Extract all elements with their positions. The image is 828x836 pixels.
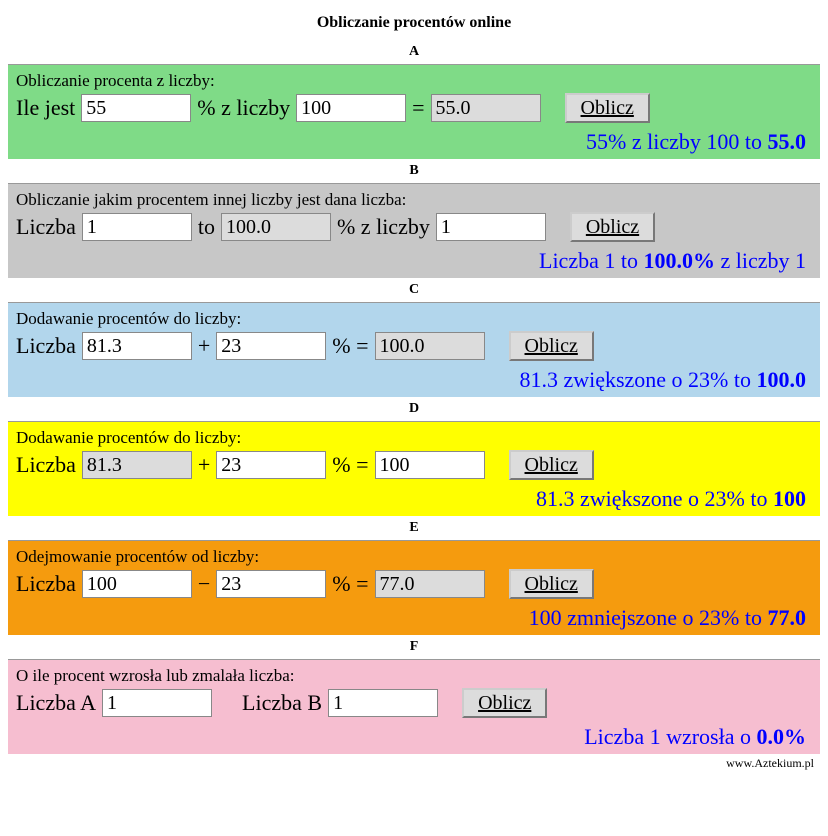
result-b: Liczba 1 to 100.0% z liczby 1 <box>16 248 812 274</box>
output-b <box>221 213 331 241</box>
output-c <box>375 332 485 360</box>
output-a <box>431 94 541 122</box>
input-c-percent[interactable] <box>216 332 326 360</box>
pct-eq-d: % = <box>332 452 368 478</box>
result-a-bold: 55.0 <box>768 129 807 154</box>
input-d-number <box>82 451 192 479</box>
panel-c-row: Liczba + % = Oblicz <box>16 331 812 361</box>
panel-a: Obliczanie procenta z liczby: Ile jest %… <box>8 64 820 159</box>
panel-e-row: Liczba − % = Oblicz <box>16 569 812 599</box>
input-f-a[interactable] <box>102 689 212 717</box>
panel-e: Odejmowanie procentów od liczby: Liczba … <box>8 540 820 635</box>
calc-button-b[interactable]: Oblicz <box>570 212 655 242</box>
result-a-text: 55% z liczby 100 to <box>586 129 767 154</box>
label-ile-jest: Ile jest <box>16 95 75 121</box>
section-letter-e: E <box>8 520 820 536</box>
result-f-bold: 0.0% <box>757 724 807 749</box>
calc-button-c[interactable]: Oblicz <box>509 331 594 361</box>
section-letter-c: C <box>8 282 820 298</box>
input-e-number[interactable] <box>82 570 192 598</box>
result-e-bold: 77.0 <box>768 605 807 630</box>
panel-b-desc: Obliczanie jakim procentem innej liczby … <box>16 190 812 210</box>
input-e-percent[interactable] <box>216 570 326 598</box>
result-d: 81.3 zwiększone o 23% to 100 <box>16 486 812 512</box>
calc-button-a[interactable]: Oblicz <box>565 93 650 123</box>
section-letter-b: B <box>8 163 820 179</box>
plus-sign-c: + <box>198 333 210 359</box>
result-c-bold: 100.0 <box>757 367 807 392</box>
calc-button-e[interactable]: Oblicz <box>509 569 594 599</box>
panel-d-desc: Dodawanie procentów do liczby: <box>16 428 812 448</box>
input-c-number[interactable] <box>82 332 192 360</box>
panel-f: O ile procent wzrosła lub zmalała liczba… <box>8 659 820 754</box>
result-e-text: 100 zmniejszone o 23% to <box>529 605 768 630</box>
input-d-percent[interactable] <box>216 451 326 479</box>
label-liczba-a: Liczba A <box>16 690 96 716</box>
pct-eq-e: % = <box>332 571 368 597</box>
output-e <box>375 570 485 598</box>
result-b-post: z liczby 1 <box>715 248 806 273</box>
section-letter-d: D <box>8 401 820 417</box>
section-letter-a: A <box>8 44 820 60</box>
result-f-text: Liczba 1 wzrosła o <box>584 724 756 749</box>
panel-d: Dodawanie procentów do liczby: Liczba + … <box>8 421 820 516</box>
panel-b: Obliczanie jakim procentem innej liczby … <box>8 183 820 278</box>
result-e: 100 zmniejszone o 23% to 77.0 <box>16 605 812 631</box>
equals-sign: = <box>412 95 424 121</box>
result-c: 81.3 zwiększone o 23% to 100.0 <box>16 367 812 393</box>
panel-d-row: Liczba + % = Oblicz <box>16 450 812 480</box>
label-liczba-c: Liczba <box>16 333 76 359</box>
section-letter-f: F <box>8 639 820 655</box>
input-f-b[interactable] <box>328 689 438 717</box>
panel-e-desc: Odejmowanie procentów od liczby: <box>16 547 812 567</box>
panel-a-desc: Obliczanie procenta z liczby: <box>16 71 812 91</box>
plus-sign-d: + <box>198 452 210 478</box>
result-a: 55% z liczby 100 to 55.0 <box>16 129 812 155</box>
label-liczba-b: Liczba B <box>242 690 322 716</box>
label-pct-z-liczby: % z liczby <box>337 214 430 240</box>
label-liczba-d: Liczba <box>16 452 76 478</box>
calc-button-d[interactable]: Oblicz <box>509 450 594 480</box>
result-b-bold: 100.0% <box>643 248 715 273</box>
panel-c: Dodawanie procentów do liczby: Liczba + … <box>8 302 820 397</box>
page-title: Obliczanie procentów online <box>8 14 820 32</box>
label-liczba-e: Liczba <box>16 571 76 597</box>
input-a-number[interactable] <box>296 94 406 122</box>
input-a-percent[interactable] <box>81 94 191 122</box>
label-z-liczby: % z liczby <box>197 95 290 121</box>
input-b-second[interactable] <box>436 213 546 241</box>
result-d-bold: 100 <box>773 486 806 511</box>
result-b-text: Liczba 1 to <box>539 248 643 273</box>
result-c-text: 81.3 zwiększone o 23% to <box>519 367 756 392</box>
panel-f-row: Liczba A Liczba B Oblicz <box>16 688 812 718</box>
result-d-text: 81.3 zwiększone o 23% to <box>536 486 773 511</box>
label-to: to <box>198 214 215 240</box>
calc-button-f[interactable]: Oblicz <box>462 688 547 718</box>
label-liczba-b1: Liczba <box>16 214 76 240</box>
panel-f-desc: O ile procent wzrosła lub zmalała liczba… <box>16 666 812 686</box>
panel-b-row: Liczba to % z liczby Oblicz <box>16 212 812 242</box>
panel-a-row: Ile jest % z liczby = Oblicz <box>16 93 812 123</box>
footer-link[interactable]: www.Aztekium.pl <box>8 756 820 771</box>
input-b-first[interactable] <box>82 213 192 241</box>
pct-eq-c: % = <box>332 333 368 359</box>
panel-c-desc: Dodawanie procentów do liczby: <box>16 309 812 329</box>
minus-sign-e: − <box>198 571 210 597</box>
result-f: Liczba 1 wzrosła o 0.0% <box>16 724 812 750</box>
output-d[interactable] <box>375 451 485 479</box>
